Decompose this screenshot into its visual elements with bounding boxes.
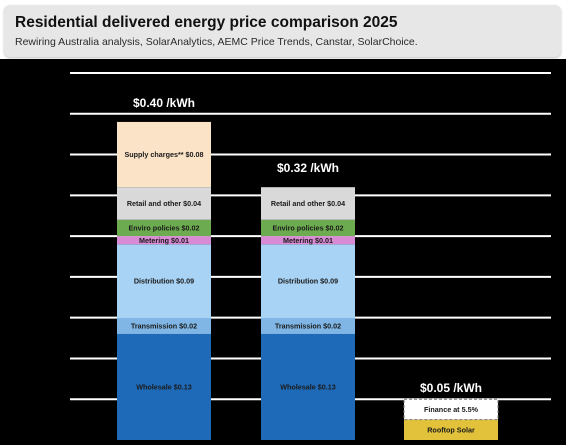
bar-segment — [117, 317, 211, 334]
stacked-bar-chart: Wholesale $0.13 Transmission $0.02 Distrib… — [70, 72, 551, 440]
bar-segment — [261, 219, 355, 237]
segment-label: Metering $0.01 — [283, 236, 333, 245]
bar-segment — [261, 333, 355, 440]
segment-label: Finance at 5.5% — [424, 405, 479, 414]
bar-segment — [261, 236, 355, 245]
bar-segment — [261, 244, 355, 318]
bar-total-label: $0.40 /kWh — [133, 96, 195, 110]
bar-segment — [117, 121, 211, 188]
segment-label: Transmission $0.02 — [275, 321, 341, 330]
segment-label: Retail and other $0.04 — [271, 199, 345, 208]
bar-total-label: $0.32 /kWh — [277, 161, 339, 175]
segment-label: Metering $0.01 — [139, 236, 189, 245]
segment-label: Supply charges** $0.08 — [124, 150, 203, 159]
bar-segment — [117, 187, 211, 220]
segment-label: Wholesale $0.13 — [136, 383, 192, 392]
segment-label: Wholesale $0.13 — [280, 383, 336, 392]
chart-header: Residential delivered energy price compa… — [4, 5, 561, 57]
chart-subtitle: Rewiring Australia analysis, SolarAnalyt… — [15, 36, 418, 48]
bar-segment — [403, 398, 499, 421]
plot-area: Wholesale $0.13 Transmission $0.02 Distrib… — [0, 59, 566, 445]
chart-title: Residential delivered energy price compa… — [15, 14, 398, 31]
segment-label: Enviro policies $0.02 — [272, 224, 343, 233]
bar-segment — [117, 236, 211, 245]
segment-label: Distribution $0.09 — [134, 277, 194, 286]
bar-segment — [261, 187, 355, 220]
bar-segment — [404, 419, 498, 440]
segment-label: Transmission $0.02 — [131, 321, 197, 330]
bar-segment — [261, 317, 355, 334]
segment-label: Rooftop Solar — [427, 425, 475, 434]
bar-segment — [117, 244, 211, 318]
segment-label: Enviro policies $0.02 — [128, 224, 199, 233]
bar-segment — [117, 219, 211, 237]
bar-total-label: $0.05 /kWh — [420, 381, 482, 395]
segment-label: Distribution $0.09 — [278, 277, 338, 286]
segment-label: Retail and other $0.04 — [127, 199, 201, 208]
bar-segment — [117, 333, 211, 440]
